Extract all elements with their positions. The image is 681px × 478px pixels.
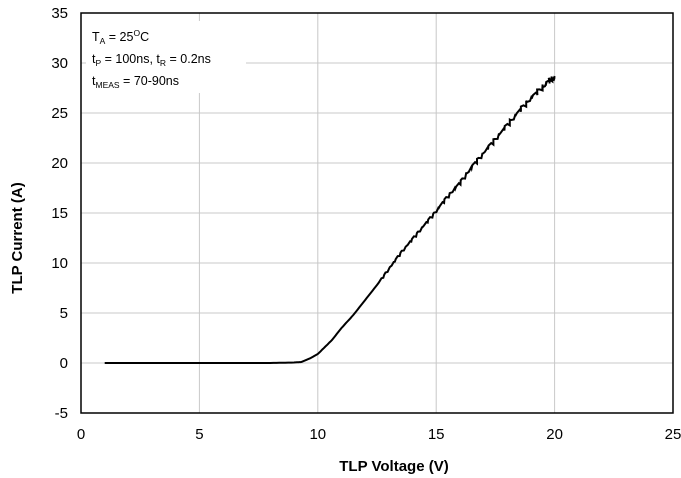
y-tick-label: 0 [60,355,68,372]
x-axis-title: TLP Voltage (V) [339,458,448,475]
x-tick-label: 5 [195,426,203,443]
x-tick-label: 20 [546,426,563,443]
y-tick-label: -5 [55,405,68,422]
y-tick-label: 30 [51,55,68,72]
series-line [104,75,556,364]
x-tick-label: 10 [309,426,326,443]
y-tick-labels: -5 0 5 10 15 20 25 30 35 [51,5,68,422]
x-tick-label: 0 [77,426,85,443]
y-tick-label: 35 [51,5,68,22]
x-tick-labels: 0 5 10 15 20 25 [77,426,681,443]
y-axis-title: TLP Current (A) [9,182,26,293]
annotation-temp: TA = 25OC [92,28,149,46]
x-tick-label: 25 [665,426,681,443]
y-tick-label: 10 [51,255,68,272]
annotation-pulse: tP = 100ns, tR = 0.2ns [92,52,211,68]
y-tick-label: 20 [51,155,68,172]
y-tick-label: 25 [51,105,68,122]
y-tick-label: 15 [51,205,68,222]
y-tick-label: 5 [60,305,68,322]
x-tick-label: 15 [428,426,445,443]
annotation-meas: tMEAS = 70-90ns [92,74,179,90]
annotation-box: TA = 25OC tP = 100ns, tR = 0.2ns tMEAS =… [86,21,246,93]
plot-border [80,12,674,414]
